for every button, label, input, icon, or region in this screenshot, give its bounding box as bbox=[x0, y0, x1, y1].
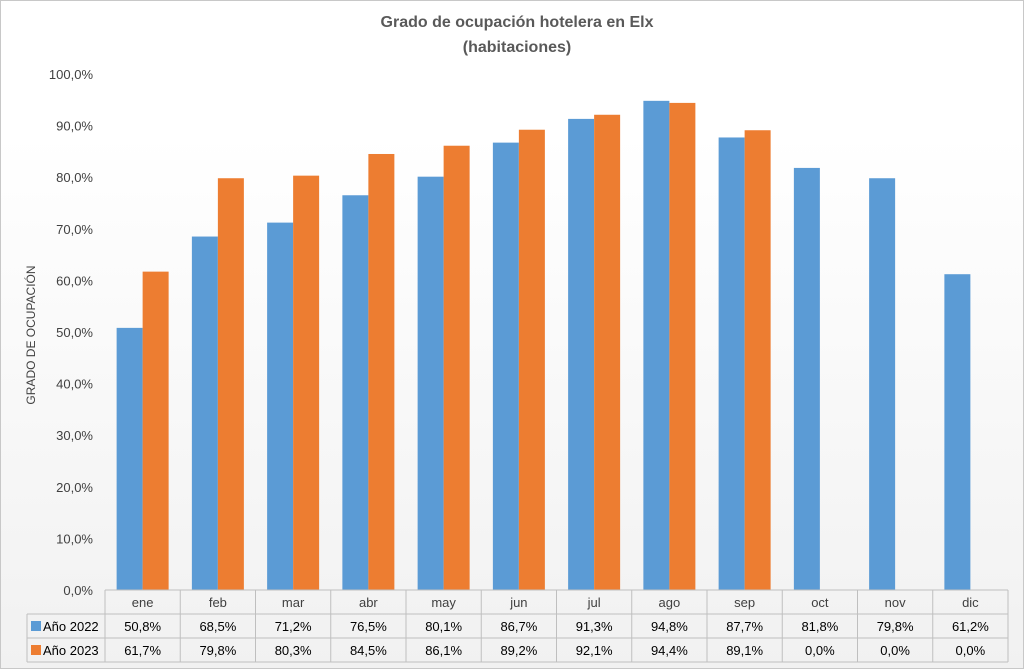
bar-ano-2023-ago bbox=[669, 102, 696, 590]
data-label-may: 80,1% bbox=[425, 619, 462, 634]
bar-ano-2022-jun bbox=[492, 142, 519, 591]
data-label-dic: 0,0% bbox=[956, 643, 986, 658]
bar-ano-2022-mar bbox=[267, 222, 294, 590]
bars-group bbox=[116, 100, 971, 591]
category-label-feb: feb bbox=[209, 595, 227, 610]
category-label-ago: ago bbox=[659, 595, 681, 610]
category-label-mar: mar bbox=[282, 595, 305, 610]
data-label-sep: 89,1% bbox=[726, 643, 763, 658]
bar-ano-2023-jun bbox=[518, 129, 545, 590]
legend-swatch-ano-2023 bbox=[31, 645, 41, 655]
y-tick-label: 50,0% bbox=[56, 325, 93, 340]
data-label-sep: 87,7% bbox=[726, 619, 763, 634]
legend-swatch-ano-2022 bbox=[31, 621, 41, 631]
y-tick-label: 20,0% bbox=[56, 480, 93, 495]
bar-ano-2022-may bbox=[417, 176, 444, 590]
y-tick-label: 70,0% bbox=[56, 222, 93, 237]
category-label-sep: sep bbox=[734, 595, 755, 610]
y-tick-label: 40,0% bbox=[56, 377, 93, 392]
category-label-may: may bbox=[431, 595, 456, 610]
bar-ano-2022-ago bbox=[643, 100, 670, 590]
category-label-jun: jun bbox=[509, 595, 527, 610]
data-label-feb: 68,5% bbox=[199, 619, 236, 634]
data-label-nov: 79,8% bbox=[877, 619, 914, 634]
bar-ano-2022-abr bbox=[342, 195, 369, 590]
category-label-dic: dic bbox=[962, 595, 979, 610]
y-tick-label: 0,0% bbox=[63, 583, 93, 598]
bar-ano-2022-ene bbox=[116, 327, 143, 590]
y-tick-label: 80,0% bbox=[56, 170, 93, 185]
data-label-oct: 0,0% bbox=[805, 643, 835, 658]
data-label-jun: 89,2% bbox=[500, 643, 537, 658]
legend-label-ano-2023: Año 2023 bbox=[43, 643, 99, 658]
data-label-jul: 92,1% bbox=[576, 643, 613, 658]
bar-ano-2022-jul bbox=[568, 118, 595, 590]
data-label-ene: 50,8% bbox=[124, 619, 161, 634]
bar-ano-2023-abr bbox=[368, 153, 395, 591]
bar-ano-2023-jul bbox=[594, 114, 621, 590]
data-label-ago: 94,8% bbox=[651, 619, 688, 634]
data-label-abr: 76,5% bbox=[350, 619, 387, 634]
data-label-ago: 94,4% bbox=[651, 643, 688, 658]
bar-ano-2022-oct bbox=[793, 167, 820, 591]
bar-ano-2022-nov bbox=[869, 178, 896, 590]
data-label-jun: 86,7% bbox=[500, 619, 537, 634]
data-label-jul: 91,3% bbox=[576, 619, 613, 634]
bar-ano-2022-dic bbox=[944, 274, 971, 590]
bar-ano-2022-sep bbox=[718, 137, 745, 590]
chart-title: Grado de ocupación hotelera en Elx bbox=[381, 14, 654, 31]
y-tick-label: 100,0% bbox=[49, 67, 94, 82]
bar-ano-2023-ene bbox=[142, 271, 169, 590]
bar-ano-2023-mar bbox=[293, 175, 320, 591]
category-label-ene: ene bbox=[132, 595, 154, 610]
data-label-dic: 61,2% bbox=[952, 619, 989, 634]
y-tick-label: 90,0% bbox=[56, 119, 93, 134]
bar-ano-2022-feb bbox=[191, 236, 218, 591]
data-label-ene: 61,7% bbox=[124, 643, 161, 658]
chart-subtitle: (habitaciones) bbox=[463, 39, 571, 56]
category-label-nov: nov bbox=[885, 595, 906, 610]
data-label-mar: 71,2% bbox=[275, 619, 312, 634]
bar-ano-2023-may bbox=[443, 145, 470, 590]
y-axis-label: GRADO DE OCUPACIÓN bbox=[23, 265, 38, 404]
data-label-nov: 0,0% bbox=[880, 643, 910, 658]
y-tick-label: 10,0% bbox=[56, 531, 93, 546]
data-label-may: 86,1% bbox=[425, 643, 462, 658]
data-label-oct: 81,8% bbox=[801, 619, 838, 634]
category-label-oct: oct bbox=[811, 595, 829, 610]
bar-ano-2023-feb bbox=[217, 178, 244, 590]
y-tick-label: 60,0% bbox=[56, 273, 93, 288]
data-label-mar: 80,3% bbox=[275, 643, 312, 658]
category-label-abr: abr bbox=[359, 595, 378, 610]
y-axis-ticks: 0,0% 10,0% 20,0% 30,0% 40,0% 50,0% 60,0% 70,0% 8… bbox=[49, 67, 94, 598]
data-label-abr: 84,5% bbox=[350, 643, 387, 658]
y-tick-label: 30,0% bbox=[56, 428, 93, 443]
data-table: ene feb mar abr may jun jul ago sep oct nov dic Año … bbox=[26, 589, 1009, 663]
category-label-jul: jul bbox=[587, 595, 601, 610]
bar-ano-2023-sep bbox=[744, 130, 771, 590]
legend-label-ano-2022: Año 2022 bbox=[43, 619, 99, 634]
data-label-feb: 79,8% bbox=[199, 643, 236, 658]
